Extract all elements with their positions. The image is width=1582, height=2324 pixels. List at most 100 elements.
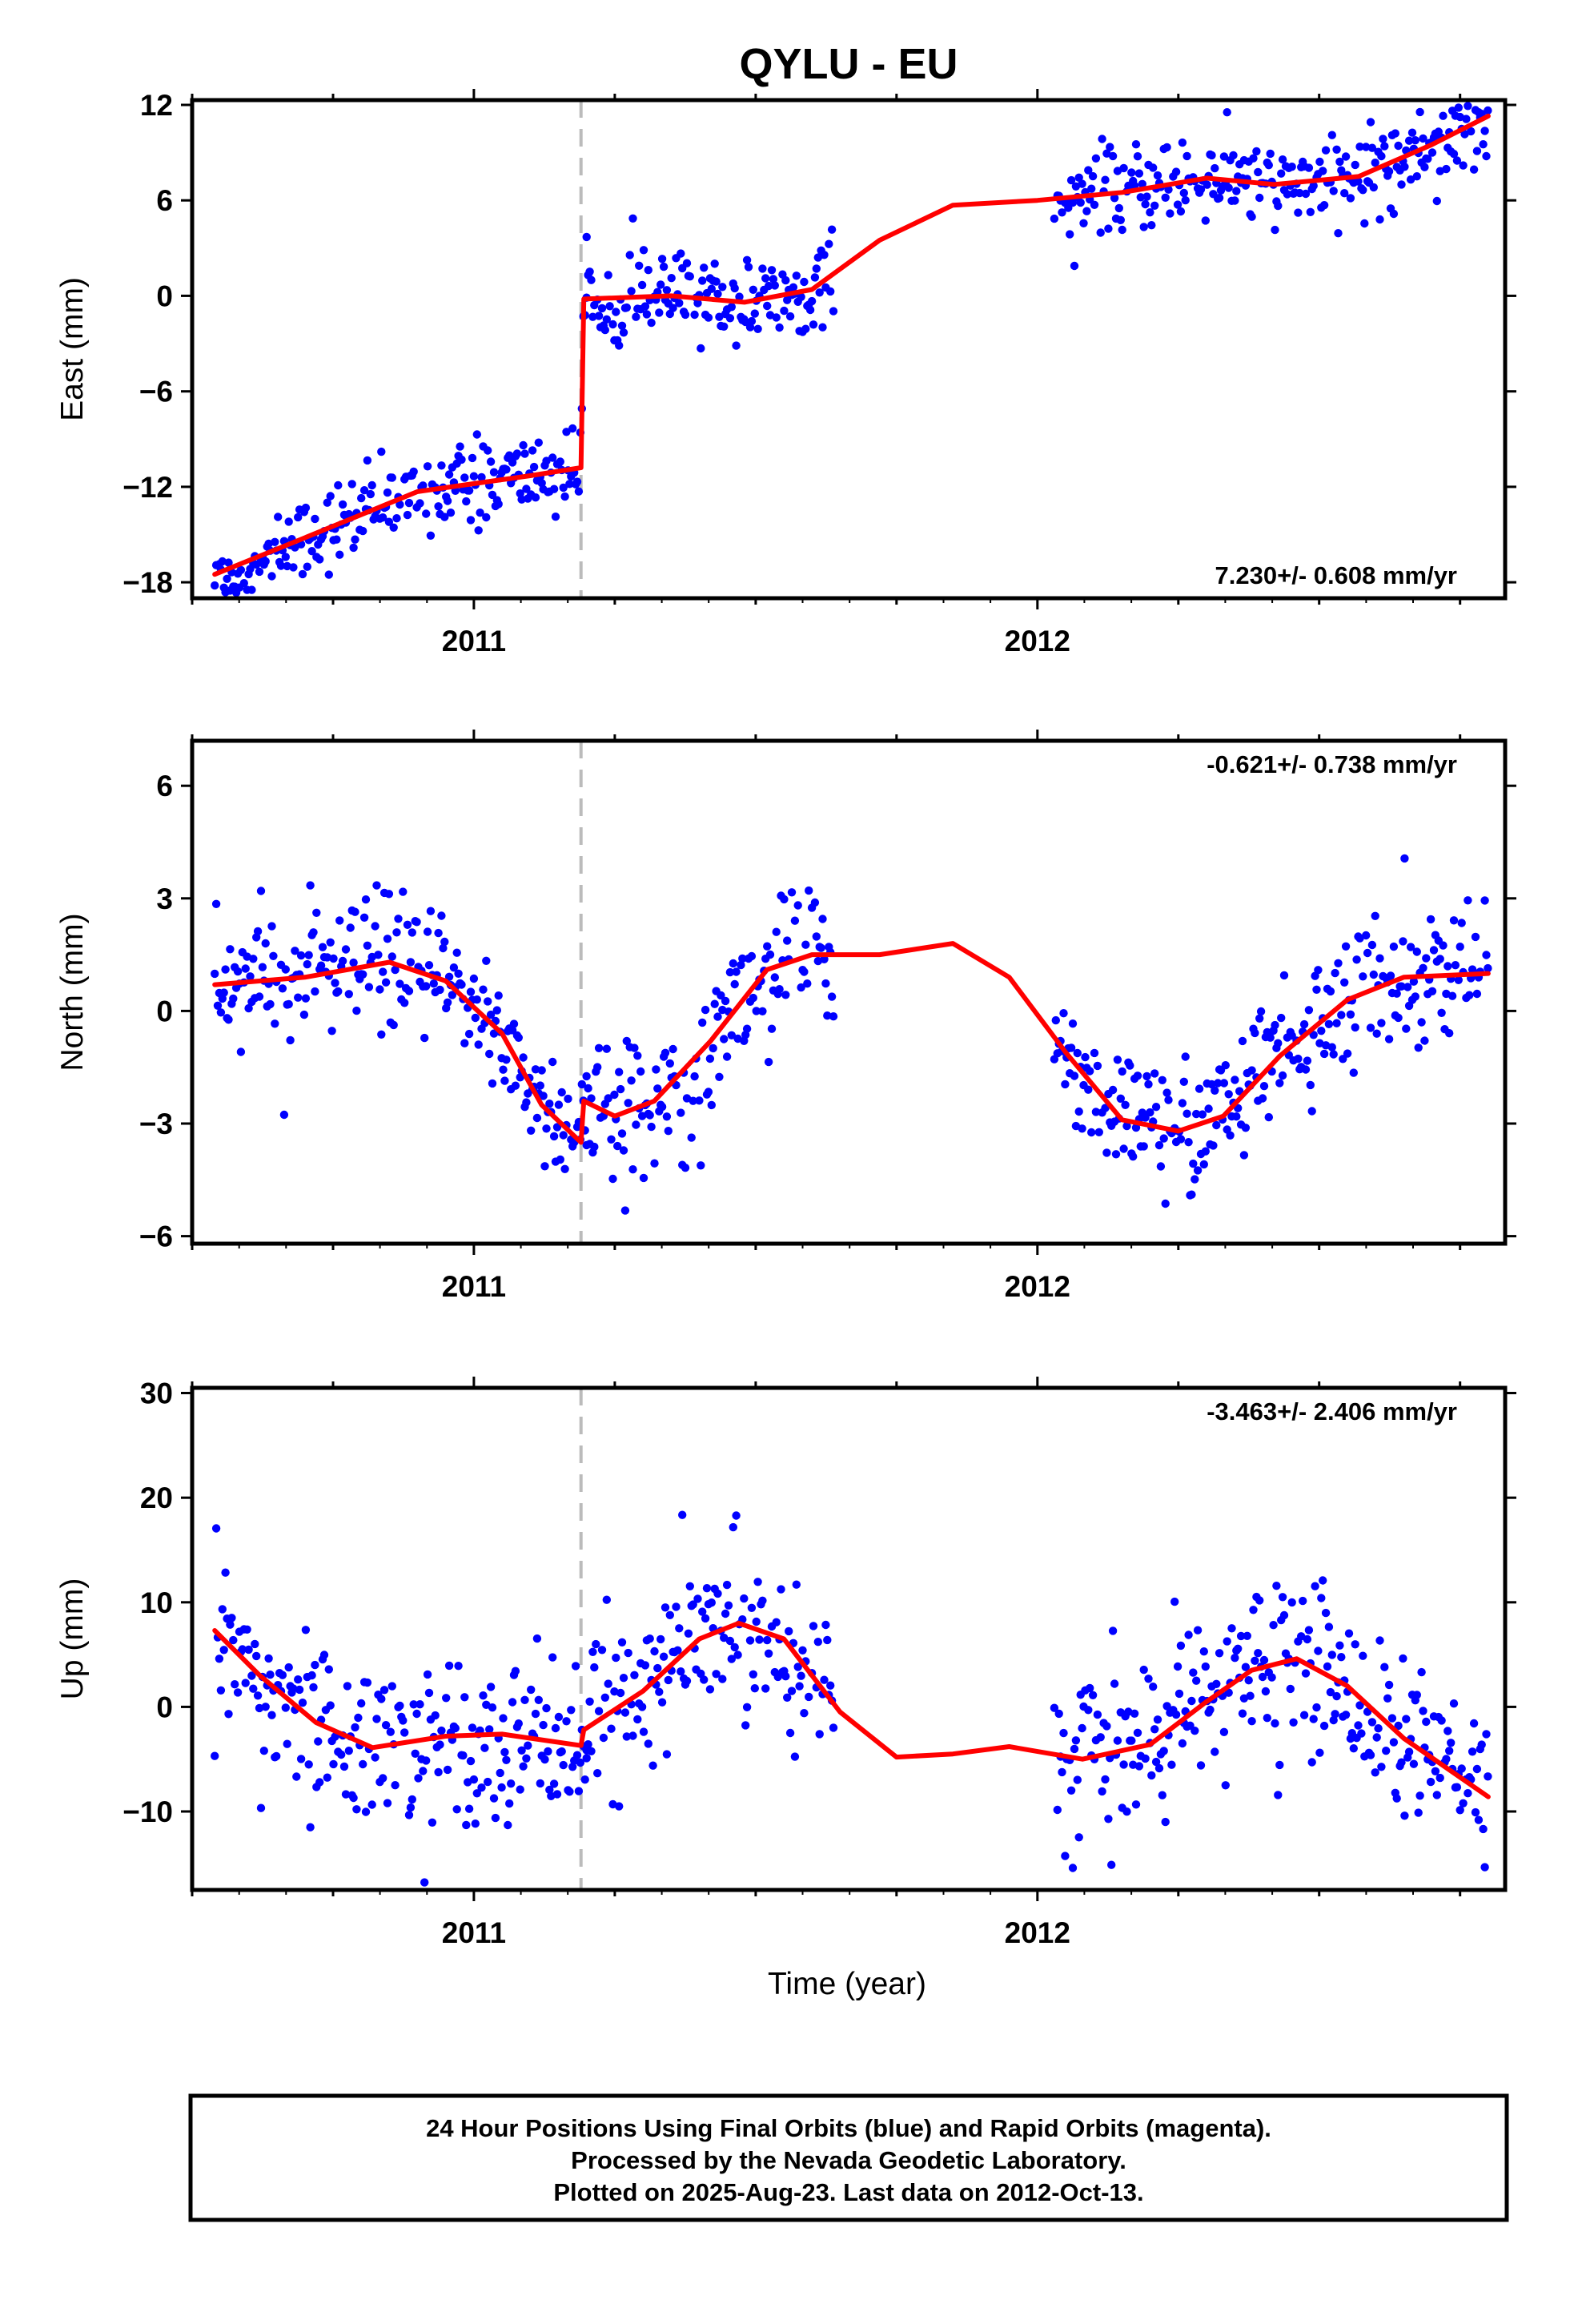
data-point: [657, 1698, 667, 1707]
data-point: [720, 1035, 729, 1043]
data-point: [672, 1602, 681, 1611]
data-point: [1367, 940, 1377, 950]
data-point: [484, 446, 492, 455]
data-point: [394, 915, 403, 923]
data-point: [1058, 208, 1066, 217]
data-point: [1312, 1703, 1321, 1712]
data-point: [224, 1710, 233, 1719]
data-point: [408, 928, 416, 937]
data-point: [439, 943, 448, 953]
data-point: [444, 1661, 454, 1671]
data-point: [673, 1646, 682, 1655]
data-point: [469, 472, 479, 480]
data-point: [357, 1699, 366, 1708]
data-point: [1456, 943, 1464, 951]
data-point: [422, 1756, 431, 1765]
data-point: [1174, 1689, 1184, 1699]
data-point: [1126, 1061, 1134, 1070]
data-point: [363, 941, 372, 951]
data-point: [1094, 1128, 1104, 1137]
data-point: [327, 1027, 336, 1035]
data-point: [798, 1646, 807, 1655]
data-point: [1426, 1777, 1435, 1787]
data-point: [494, 500, 503, 509]
data-point: [675, 299, 684, 308]
data-point: [612, 1653, 620, 1663]
data-point: [1136, 193, 1146, 202]
data-point: [1354, 177, 1363, 186]
data-point: [396, 500, 404, 509]
data-point: [650, 1159, 659, 1168]
data-point: [211, 969, 219, 979]
data-point: [496, 1768, 504, 1778]
data-point: [359, 526, 367, 536]
data-point: [1445, 1029, 1454, 1038]
data-point: [1454, 103, 1464, 112]
data-point: [224, 1015, 233, 1024]
data-point: [294, 513, 303, 522]
data-point: [1426, 915, 1435, 924]
data-point: [1176, 1641, 1186, 1651]
data-point: [1221, 1781, 1231, 1790]
data-point: [1164, 1096, 1173, 1104]
data-point: [466, 516, 476, 525]
data-point: [1101, 175, 1110, 184]
data-point: [392, 514, 401, 523]
data-point: [512, 449, 522, 458]
data-point: [299, 1010, 309, 1019]
data-point: [625, 251, 634, 259]
data-point: [669, 1044, 677, 1054]
data-point: [1304, 1626, 1314, 1634]
data-point: [429, 979, 438, 988]
y-tick-label: 6: [156, 184, 173, 217]
data-point: [781, 275, 790, 285]
data-point: [1223, 1637, 1231, 1646]
data-point: [1239, 1151, 1249, 1160]
data-point: [1178, 138, 1187, 147]
data-point: [1392, 989, 1401, 998]
data-point: [477, 472, 486, 482]
data-point: [1414, 1808, 1423, 1817]
data-point: [1321, 146, 1331, 155]
data-point: [1232, 1112, 1241, 1121]
footer-line-1: 24 Hour Positions Using Final Orbits (bl…: [426, 2114, 1271, 2142]
data-point: [215, 1655, 224, 1663]
data-point: [256, 887, 266, 895]
data-point: [1053, 1805, 1062, 1815]
data-point: [443, 998, 452, 1007]
data-point: [359, 486, 369, 495]
data-point: [1341, 152, 1351, 161]
data-point: [422, 509, 431, 518]
data-point: [697, 1161, 705, 1170]
data-point: [689, 1096, 697, 1105]
data-point: [781, 1672, 790, 1681]
data-point: [639, 246, 648, 255]
data-point: [1275, 1079, 1284, 1088]
data-point: [584, 1740, 592, 1749]
data-point: [1133, 1072, 1142, 1080]
data-point: [283, 1739, 291, 1748]
data-point: [318, 943, 327, 951]
data-point: [314, 1737, 323, 1746]
data-point: [1184, 1630, 1193, 1639]
data-point: [303, 959, 311, 969]
data-point: [742, 255, 752, 264]
data-point: [389, 523, 398, 532]
data-point: [247, 585, 256, 594]
data-point: [459, 1751, 468, 1760]
data-point: [406, 1803, 416, 1812]
data-point: [516, 1073, 524, 1082]
data-point: [1417, 1667, 1426, 1677]
data-point: [805, 1692, 813, 1702]
data-point: [1199, 1647, 1209, 1656]
data-point: [384, 517, 394, 526]
data-point: [628, 1165, 637, 1174]
data-point: [655, 308, 664, 317]
data-point: [800, 1709, 809, 1718]
data-point: [408, 1795, 416, 1804]
data-point: [539, 1720, 548, 1730]
data-point: [1467, 127, 1476, 136]
data-point: [1150, 1725, 1159, 1734]
data-point: [1371, 1768, 1379, 1777]
data-point: [281, 965, 290, 974]
